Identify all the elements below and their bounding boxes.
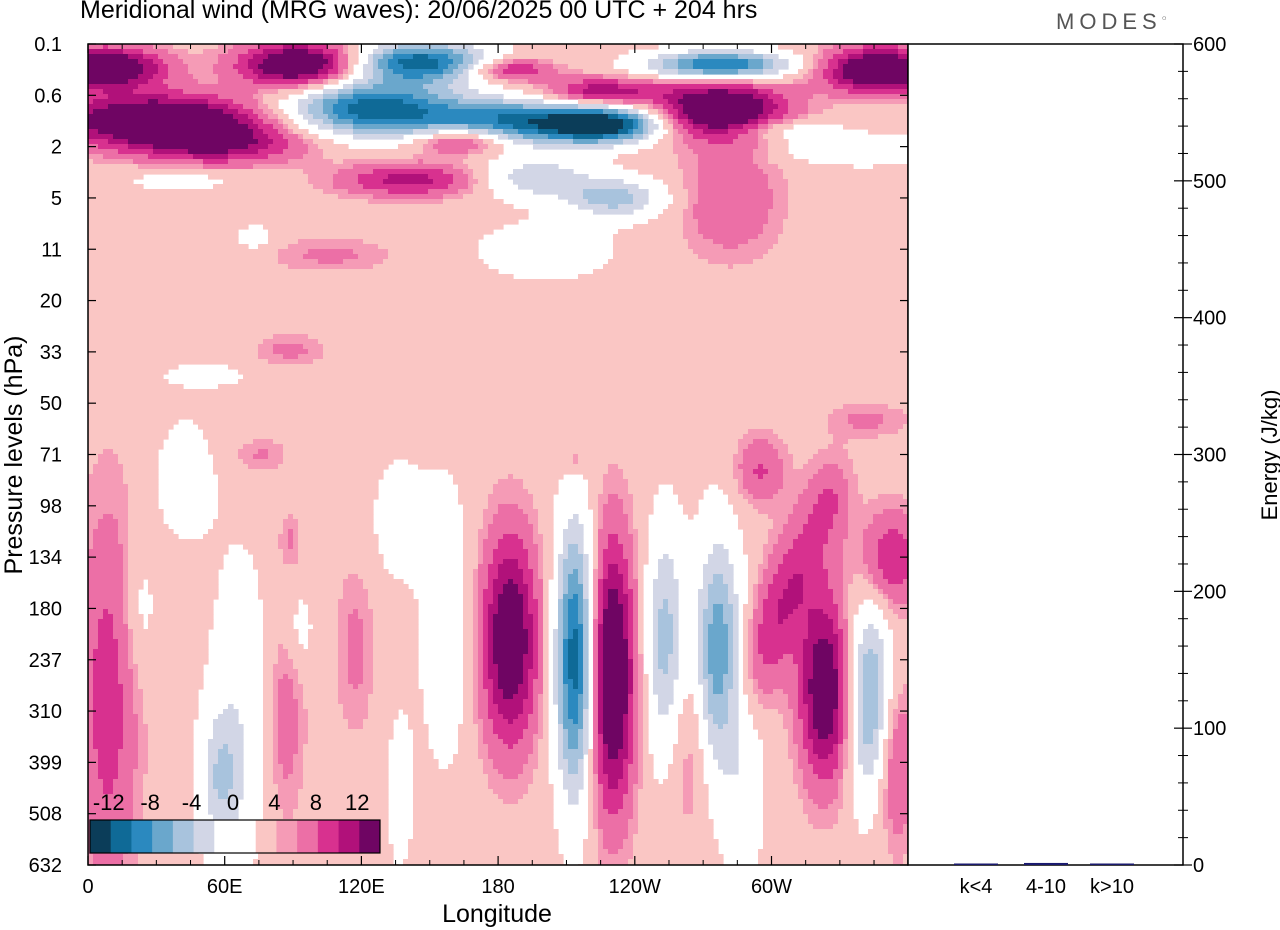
energy-tick-label: 200	[1193, 581, 1226, 603]
y-axis: 0.1 0.6 2 5 11 20 33 50 71 98 134 180 237 310 399 508 63…	[29, 34, 908, 877]
x-tick-label: 120W	[609, 876, 661, 898]
colorbar: -12 -8 -4 0 4 8 12	[89, 790, 381, 854]
colorbar-swatch	[193, 820, 215, 853]
energy-tick-label: 500	[1193, 171, 1226, 193]
y-tick-label: 71	[40, 445, 62, 467]
y-tick-label: 134	[29, 547, 62, 569]
colorbar-swatch	[317, 820, 340, 853]
y-tick-label: 508	[29, 804, 62, 826]
colorbar-swatch	[276, 820, 298, 853]
y-tick-label: 2	[51, 137, 62, 159]
colorbar-label: -8	[140, 790, 160, 815]
colorbar-swatch	[172, 820, 195, 853]
x-tick-label: 60W	[751, 876, 792, 898]
colorbar-swatch	[255, 820, 277, 853]
y-tick-label: 11	[41, 239, 62, 261]
energy-tick-label: 400	[1193, 308, 1226, 330]
energy-category-label: k<4	[960, 876, 993, 898]
colorbar-label: -12	[93, 790, 125, 815]
x-tick-label: 120E	[338, 876, 385, 898]
colorbar-swatch	[90, 820, 112, 853]
colorbar-label: 8	[310, 790, 322, 815]
energy-tick-label: 100	[1193, 718, 1226, 740]
brand-logo: MODES○	[1056, 9, 1167, 34]
colorbar-swatch	[297, 820, 319, 853]
colorbar-label: 0	[227, 790, 239, 815]
brand-name: MODES	[1056, 9, 1162, 34]
y-tick-label: 237	[29, 650, 62, 672]
y-tick-label: 5	[51, 188, 62, 210]
energy-axis-label: Energy (J/kg)	[1257, 390, 1280, 521]
energy-panel: 0 100 200 300 400 500 600 k<4 4-10 k>10	[907, 34, 1226, 898]
energy-tick-label: 0	[1193, 855, 1204, 877]
colorbar-swatch	[359, 820, 381, 853]
y-tick-label: 20	[40, 291, 62, 313]
y-tick-label: 0.6	[34, 85, 62, 107]
chart-title: Meridional wind (MRG waves): 20/06/2025 …	[80, 0, 758, 24]
energy-category-label: k>10	[1090, 876, 1134, 898]
colorbar-label: -4	[182, 790, 202, 815]
energy-bar	[954, 863, 998, 865]
y-tick-label: 632	[29, 855, 62, 877]
x-tick-label: 180	[481, 876, 514, 898]
colorbar-swatch	[235, 820, 257, 853]
x-tick-label: 60E	[207, 876, 243, 898]
energy-tick-label: 300	[1193, 445, 1226, 467]
colorbar-swatch	[131, 820, 153, 853]
y-tick-label: 98	[40, 496, 62, 518]
energy-category-label: 4-10	[1026, 876, 1066, 898]
y-tick-label: 0.1	[34, 34, 62, 56]
y-tick-label: 310	[29, 701, 62, 723]
x-tick-label: 0	[82, 876, 93, 898]
energy-tick-label: 600	[1193, 34, 1226, 56]
y-tick-label: 399	[29, 752, 62, 774]
energy-bar	[1024, 862, 1068, 865]
colorbar-swatch	[110, 820, 132, 853]
colorbar-swatch	[152, 820, 174, 853]
energy-bar	[1090, 863, 1134, 865]
y-axis-label: Pressure levels (hPa)	[0, 336, 28, 575]
x-axis: 0 60E 120E 180 120W 60W	[82, 44, 875, 898]
heatmap-field	[88, 44, 908, 865]
colorbar-swatch	[338, 820, 360, 853]
x-axis-label: Longitude	[442, 900, 552, 928]
y-tick-label: 50	[40, 393, 62, 415]
y-tick-label: 33	[40, 342, 62, 364]
y-tick-label: 180	[29, 598, 62, 620]
colorbar-label: 12	[345, 790, 369, 815]
colorbar-label: 4	[268, 790, 280, 815]
colorbar-swatch	[214, 820, 236, 853]
